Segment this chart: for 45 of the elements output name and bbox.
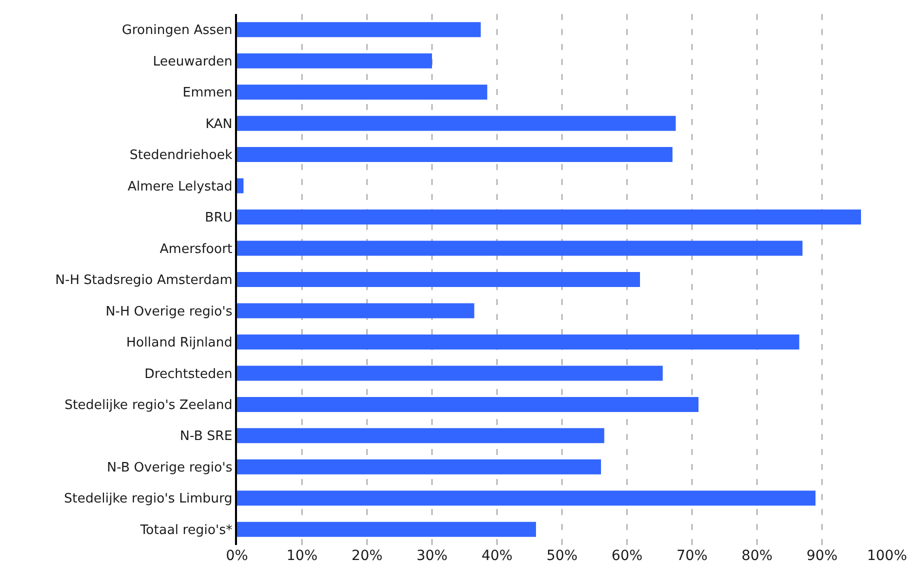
bar (237, 334, 800, 350)
x-tick-label: 100% (866, 548, 908, 564)
bar (237, 303, 474, 318)
x-tick-label: 50% (546, 548, 578, 564)
y-tick-label: Stedelijke regio's Zeeland (64, 398, 232, 413)
y-tick-label: Amersfoort (160, 242, 232, 257)
x-tick-label: 90% (806, 548, 838, 564)
y-tick-label: Stedendriehoek (130, 148, 233, 164)
y-tick-label: Leeuwarden (152, 54, 232, 70)
bar (237, 210, 861, 225)
y-tick-label: N-B Overige regio's (106, 460, 233, 476)
bar (237, 22, 481, 38)
x-tick-label: 60% (611, 548, 643, 564)
bar (237, 272, 640, 287)
y-tick-label: N-H Stadsregio Amsterdam (55, 273, 232, 288)
bar (237, 240, 802, 256)
bar (237, 53, 432, 68)
bar (237, 522, 536, 537)
y-tick-label: Holland Rijnland (126, 336, 232, 351)
x-tick-label: 30% (416, 548, 448, 564)
x-tick-label: 70% (676, 548, 708, 564)
bar (237, 366, 663, 381)
x-tick-label: 80% (741, 548, 773, 564)
x-tick-label: 40% (481, 548, 513, 564)
x-tick-label: 0% (226, 548, 248, 564)
y-tick-label: Stedelijke regio's Limburg (64, 492, 232, 507)
y-tick-label: N-H Overige regio's (106, 304, 233, 320)
bar (237, 459, 601, 474)
y-tick-label: N-B SRE (180, 429, 232, 444)
y-tick-label: BRU (204, 210, 232, 226)
y-tick-label: KAN (205, 116, 232, 132)
bar (237, 178, 244, 194)
bar (237, 396, 698, 412)
y-tick-label: Almere Lelystad (128, 179, 232, 194)
x-tick-label: 20% (351, 548, 383, 564)
bar (237, 428, 604, 444)
y-tick-label: Emmen (182, 86, 232, 101)
bar (237, 490, 816, 506)
x-tick-label: 10% (286, 548, 318, 564)
y-tick-label: Totaal regio's* (139, 522, 233, 538)
bar (237, 116, 676, 131)
bar (237, 84, 488, 100)
y-tick-label: Groningen Assen (122, 23, 232, 38)
y-tick-label: Drechtsteden (144, 366, 232, 382)
bar (237, 147, 672, 162)
